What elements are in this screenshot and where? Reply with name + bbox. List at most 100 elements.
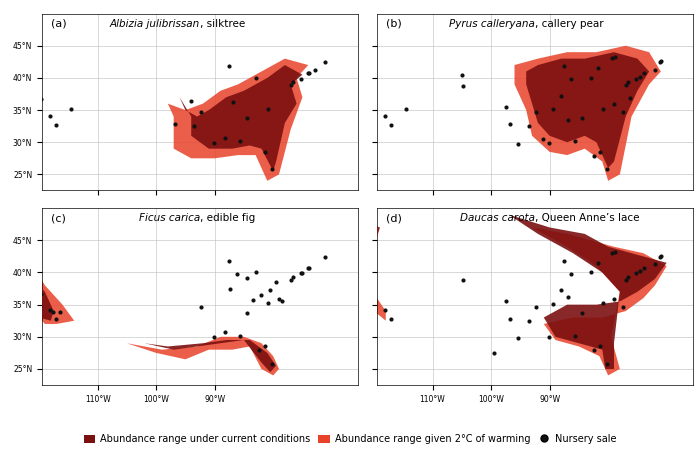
- Point: [585, 74, 596, 82]
- Point: [263, 105, 274, 112]
- Point: [650, 66, 661, 73]
- Point: [355, 88, 366, 96]
- Polygon shape: [491, 215, 666, 376]
- Point: [635, 268, 646, 275]
- Polygon shape: [356, 221, 380, 247]
- Point: [20, 243, 31, 251]
- Point: [297, 270, 308, 277]
- Text: Pyrus calleryana: Pyrus calleryana: [449, 19, 535, 29]
- Point: [232, 270, 243, 277]
- Point: [577, 115, 588, 122]
- Point: [220, 134, 231, 141]
- Polygon shape: [144, 340, 276, 372]
- Point: [556, 92, 567, 100]
- Point: [223, 257, 235, 265]
- Point: [50, 121, 62, 129]
- Point: [631, 270, 642, 277]
- Legend: Abundance range under current conditions, Abundance range given 2°C of warming, : Abundance range under current conditions…: [80, 430, 620, 448]
- Point: [302, 265, 314, 272]
- Point: [601, 166, 612, 173]
- Point: [620, 82, 631, 89]
- Point: [558, 63, 569, 70]
- Point: [253, 347, 264, 354]
- Point: [169, 120, 181, 128]
- Point: [20, 233, 31, 241]
- Point: [220, 329, 231, 336]
- Polygon shape: [526, 52, 649, 168]
- Text: , edible fig: , edible fig: [200, 213, 256, 223]
- Point: [601, 360, 612, 367]
- Point: [228, 99, 239, 106]
- Point: [295, 75, 307, 82]
- Point: [54, 309, 65, 316]
- Point: [66, 106, 77, 113]
- Point: [650, 260, 661, 268]
- Point: [547, 106, 558, 113]
- Point: [241, 309, 253, 317]
- Point: [223, 63, 235, 70]
- Text: Daucas carota: Daucas carota: [460, 213, 535, 223]
- Point: [302, 70, 314, 77]
- Point: [638, 70, 650, 77]
- Point: [47, 309, 58, 316]
- Point: [386, 316, 397, 323]
- Point: [386, 121, 397, 129]
- Point: [512, 140, 524, 147]
- Point: [606, 249, 617, 256]
- Polygon shape: [162, 58, 308, 181]
- Point: [635, 73, 646, 80]
- Point: [209, 334, 220, 341]
- Point: [209, 139, 220, 146]
- Point: [20, 88, 32, 96]
- Point: [500, 103, 511, 111]
- Point: [500, 298, 511, 305]
- Text: , silktree: , silktree: [200, 19, 245, 29]
- Point: [547, 300, 558, 308]
- Point: [354, 220, 365, 227]
- Point: [566, 76, 577, 83]
- Point: [594, 343, 606, 350]
- Polygon shape: [509, 215, 666, 369]
- Point: [563, 116, 574, 123]
- Point: [622, 79, 634, 86]
- Point: [355, 283, 366, 290]
- Polygon shape: [127, 337, 279, 376]
- Polygon shape: [10, 221, 74, 324]
- Point: [274, 295, 285, 303]
- Polygon shape: [351, 266, 386, 321]
- Point: [457, 82, 468, 89]
- Point: [20, 283, 32, 290]
- Point: [20, 220, 31, 227]
- Point: [309, 66, 321, 73]
- Point: [265, 286, 276, 294]
- Text: Albizia julibrissan: Albizia julibrissan: [110, 19, 200, 29]
- Point: [594, 148, 606, 155]
- Point: [609, 248, 620, 255]
- Point: [276, 297, 288, 304]
- Point: [250, 269, 261, 276]
- Point: [320, 253, 331, 260]
- Point: [35, 96, 46, 103]
- Point: [656, 58, 667, 65]
- Point: [356, 233, 368, 241]
- Point: [577, 309, 588, 317]
- Point: [588, 347, 599, 354]
- Point: [303, 70, 314, 77]
- Point: [543, 334, 554, 341]
- Point: [617, 108, 629, 116]
- Point: [456, 71, 468, 78]
- Point: [195, 108, 206, 116]
- Polygon shape: [15, 234, 54, 321]
- Point: [543, 139, 554, 146]
- Point: [608, 295, 620, 303]
- Point: [654, 59, 666, 66]
- Point: [285, 82, 296, 89]
- Point: [195, 303, 206, 310]
- Point: [285, 276, 296, 283]
- Point: [241, 275, 253, 282]
- Point: [256, 291, 267, 299]
- Polygon shape: [15, 26, 33, 123]
- Point: [354, 25, 365, 33]
- Point: [263, 300, 274, 307]
- Point: [617, 303, 629, 310]
